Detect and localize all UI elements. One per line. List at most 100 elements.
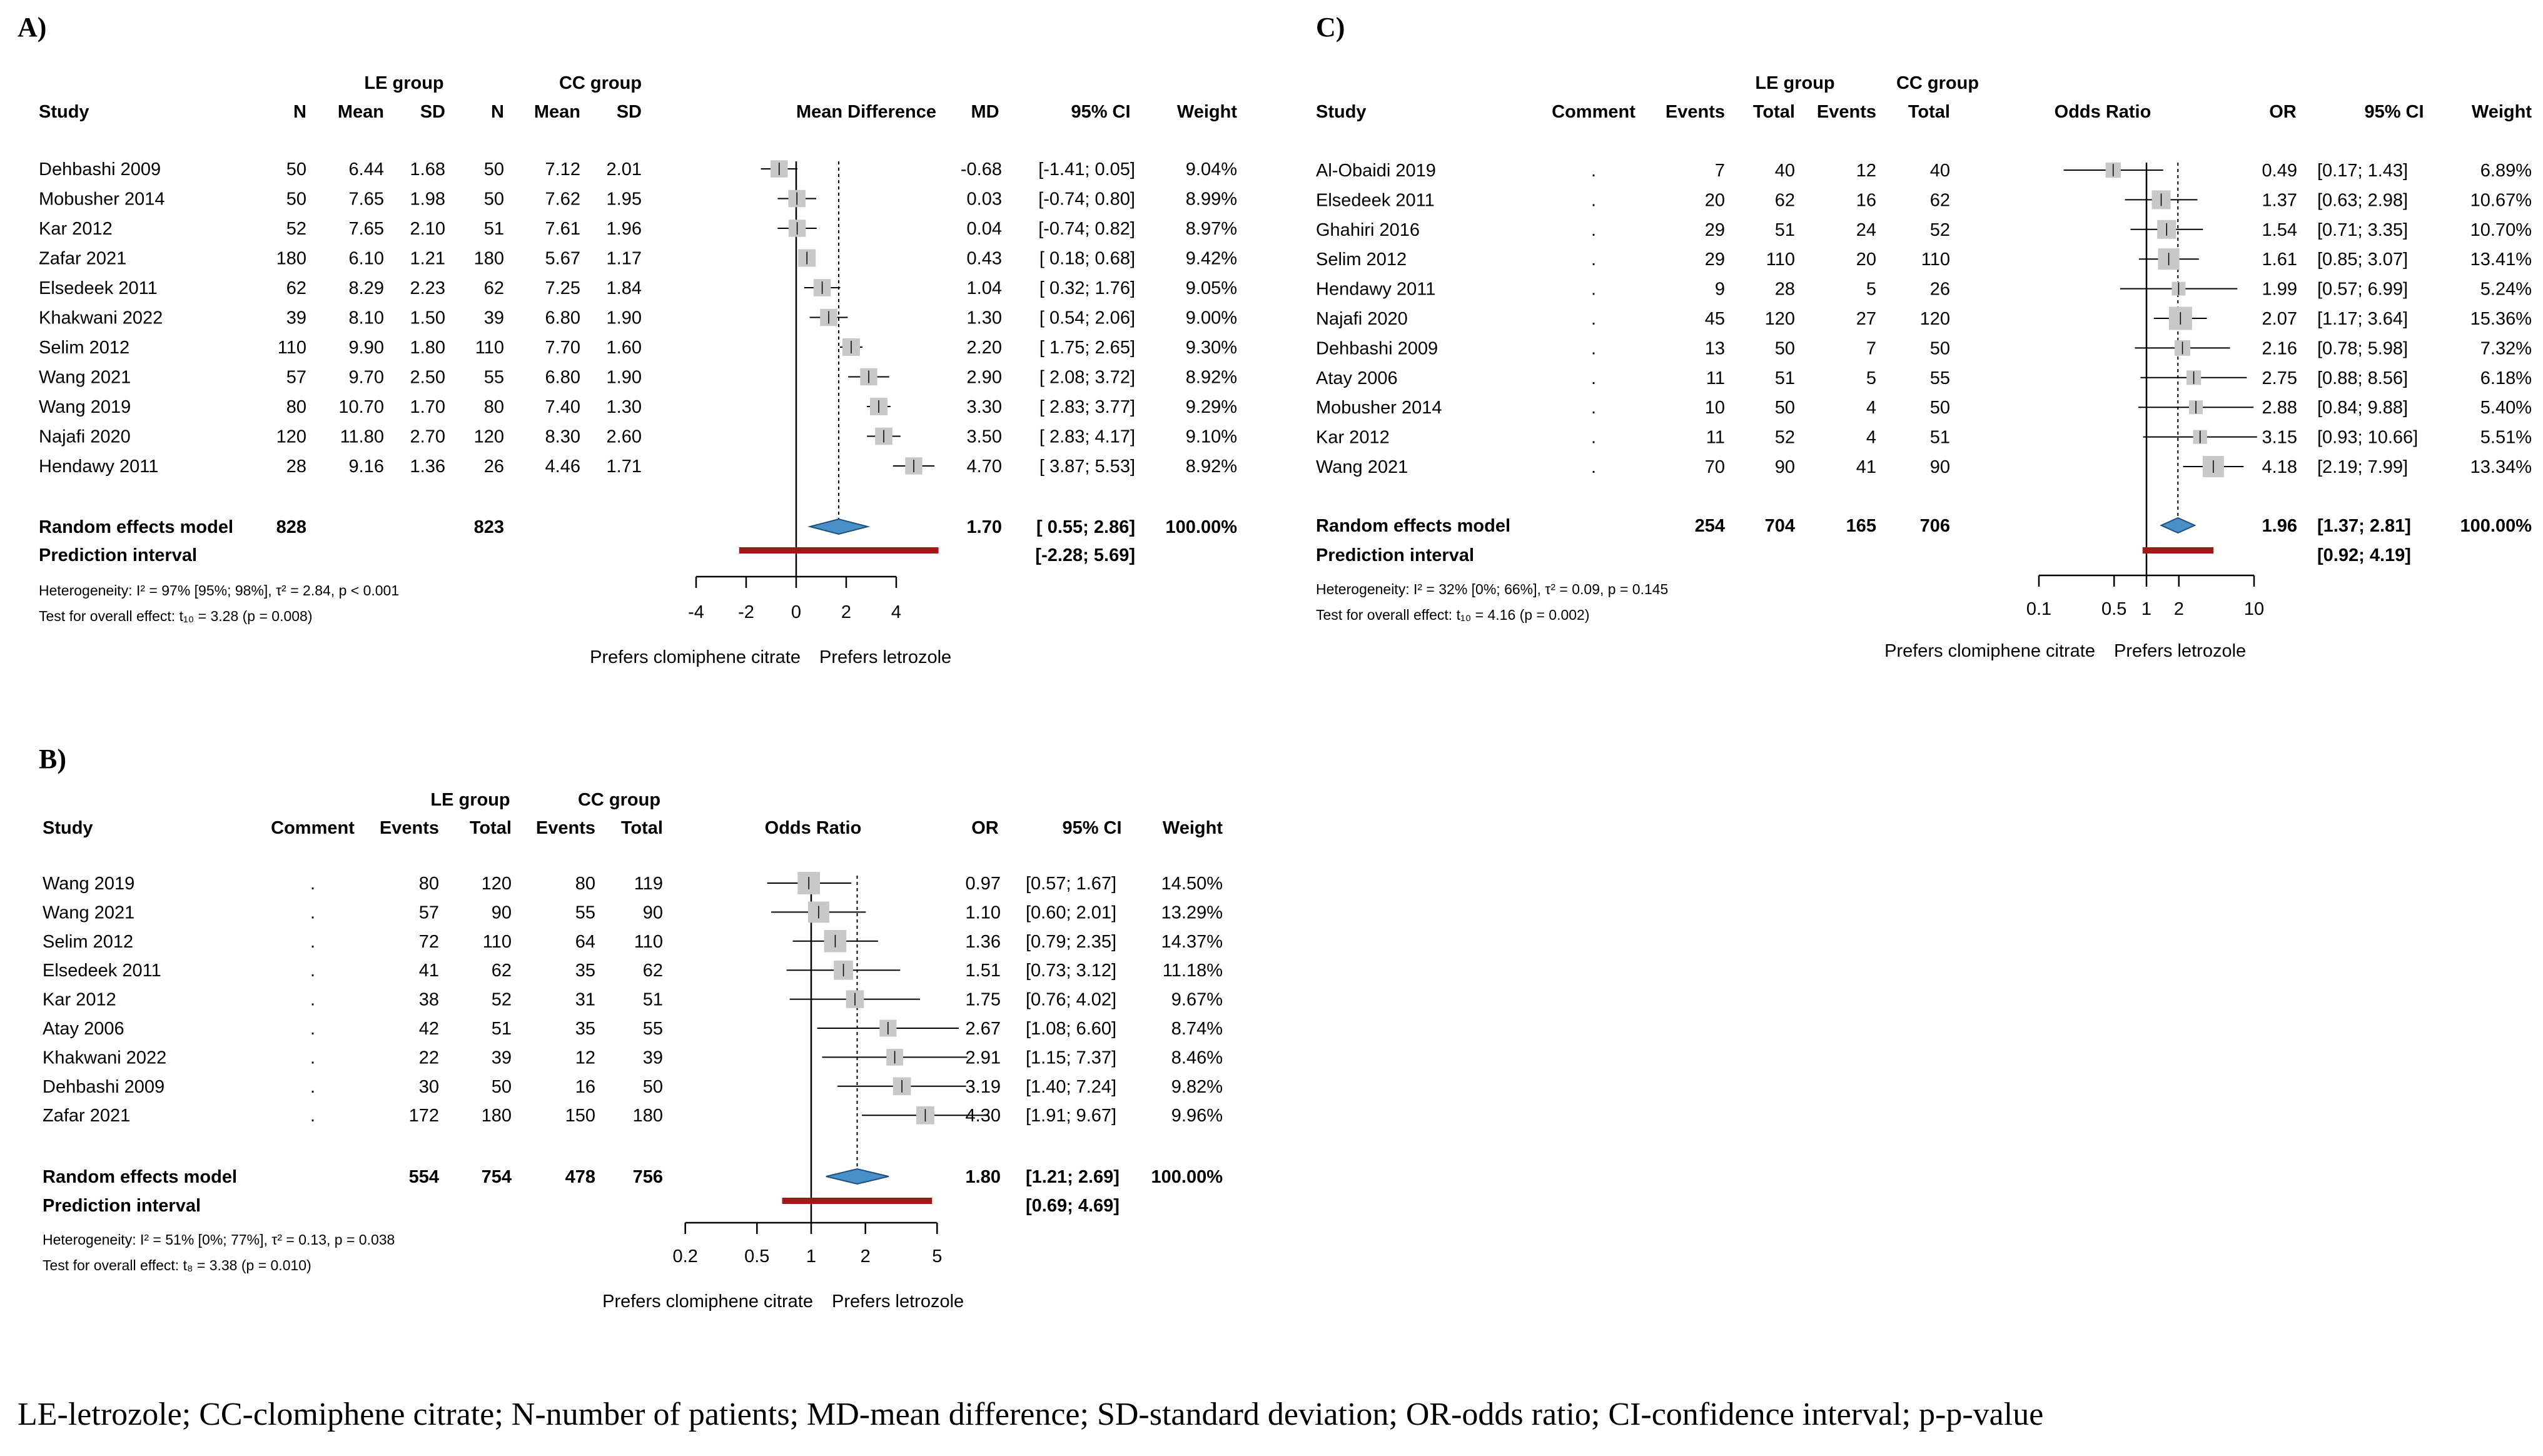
estimate-value: 3.15 xyxy=(2262,428,2297,448)
data-cell: 1.70 xyxy=(410,397,445,417)
data-cell: 41 xyxy=(419,961,439,981)
data-cell: 39 xyxy=(484,308,504,328)
data-cell: 35 xyxy=(575,1019,595,1039)
pooled-total: 754 xyxy=(482,1167,512,1187)
estimate-value: -0.68 xyxy=(961,159,1002,179)
estimate-value: 3.19 xyxy=(966,1077,1001,1097)
study-name: Najafi 2020 xyxy=(39,427,131,447)
data-cell: 1.50 xyxy=(410,308,445,328)
data-cell: 41 xyxy=(1856,457,1876,477)
data-cell: 1.90 xyxy=(607,308,642,328)
data-cell: 13 xyxy=(1705,338,1725,358)
data-cell: 90 xyxy=(492,902,512,923)
study-name: Wang 2019 xyxy=(43,874,134,894)
column-header: Study xyxy=(39,102,89,122)
data-cell: 2.70 xyxy=(410,427,445,447)
data-cell: . xyxy=(310,1077,315,1097)
data-cell: 1.36 xyxy=(410,457,445,477)
data-cell: . xyxy=(1591,190,1596,210)
estimate-value: 0.49 xyxy=(2262,161,2297,181)
ci-value: [0.73; 3.12] xyxy=(1026,961,1116,981)
column-header-estimate: OR xyxy=(971,818,999,838)
data-cell: 5 xyxy=(1866,280,1876,300)
data-cell: 9.16 xyxy=(349,457,384,477)
column-header-ci: 95% CI xyxy=(2364,102,2424,122)
data-cell: 26 xyxy=(484,457,504,477)
data-cell: 50 xyxy=(1930,398,1950,418)
forest-plot-a: A) LE group CC group Study N Mean SD N Mean SD Mea… xyxy=(0,0,1288,700)
column-header: Mean xyxy=(534,102,580,122)
data-cell: 39 xyxy=(286,308,306,328)
weight-value: 9.29% xyxy=(1186,397,1237,417)
data-cell: 29 xyxy=(1705,250,1725,270)
data-cell: 5 xyxy=(1866,368,1876,388)
study-name: Selim 2012 xyxy=(43,932,133,952)
pooled-label: Random effects model xyxy=(1316,516,1510,536)
estimate-value: 1.61 xyxy=(2262,250,2297,270)
overall-effect-text: Test for overall effect: t₁₀ = 4.16 (p =… xyxy=(1316,607,1590,623)
weight-value: 8.92% xyxy=(1186,457,1237,477)
weight-value: 5.40% xyxy=(2480,398,2532,418)
study-name: Zafar 2021 xyxy=(43,1106,130,1126)
data-cell: . xyxy=(1591,280,1596,300)
study-name: Wang 2021 xyxy=(43,902,134,923)
weight-value: 11.18% xyxy=(1163,961,1223,981)
pooled-total: 254 xyxy=(1695,516,1725,536)
data-cell: 38 xyxy=(419,990,439,1010)
estimate-value: 0.03 xyxy=(967,190,1002,210)
overall-effect-text: Test for overall effect: t₁₀ = 3.28 (p =… xyxy=(39,608,313,624)
data-cell: 4 xyxy=(1866,428,1876,448)
data-cell: 20 xyxy=(1856,250,1876,270)
column-header-estimate: OR xyxy=(2269,102,2297,122)
data-cell: 52 xyxy=(492,990,512,1010)
pooled-ci: [ 0.55; 2.86] xyxy=(1036,517,1135,537)
ci-value: [1.08; 6.60] xyxy=(1026,1019,1116,1039)
estimate-value: 3.50 xyxy=(967,427,1002,447)
weight-value: 9.67% xyxy=(1171,990,1223,1010)
estimate-value: 0.04 xyxy=(967,219,1002,239)
data-cell: 50 xyxy=(1775,398,1795,418)
tick-label: 10 xyxy=(2244,599,2264,619)
weight-value: 7.32% xyxy=(2480,338,2532,358)
column-header: Comment xyxy=(1552,102,1636,122)
ci-value: [ 1.75; 2.65] xyxy=(1039,338,1135,358)
column-header: N xyxy=(491,102,504,122)
data-cell: 1.30 xyxy=(607,397,642,417)
ci-value: [ 0.18; 0.68] xyxy=(1039,249,1135,269)
column-header-weight: Weight xyxy=(1177,102,1237,122)
footnote-abbreviations: LE-letrozole; CC-clomiphene citrate; N-n… xyxy=(18,1397,2044,1432)
column-header: Total xyxy=(470,818,512,838)
data-cell: 120 xyxy=(276,427,306,447)
data-cell: 7.61 xyxy=(545,219,580,239)
data-cell: 16 xyxy=(1856,190,1876,210)
pooled-total: 828 xyxy=(276,517,306,537)
data-cell: 8.30 xyxy=(545,427,580,447)
weight-value: 9.00% xyxy=(1186,308,1237,328)
prediction-ci: [0.69; 4.69] xyxy=(1026,1196,1120,1216)
pooled-total: 704 xyxy=(1765,516,1795,536)
data-cell: 1.71 xyxy=(607,457,642,477)
data-cell: 1.60 xyxy=(607,338,642,358)
favours-right-label: Prefers letrozole xyxy=(2114,641,2246,661)
estimate-value: 4.18 xyxy=(2262,457,2297,477)
ci-value: [0.17; 1.43] xyxy=(2317,161,2408,181)
pooled-ci: [1.21; 2.69] xyxy=(1026,1167,1120,1187)
ci-value: [ 2.83; 4.17] xyxy=(1039,427,1135,447)
tick-label: 1 xyxy=(2141,599,2151,619)
ci-value: [0.79; 2.35] xyxy=(1026,932,1116,952)
data-cell: 2.60 xyxy=(607,427,642,447)
weight-value: 10.70% xyxy=(2470,220,2532,240)
tick-label: 0.5 xyxy=(744,1246,769,1266)
data-cell: 57 xyxy=(419,902,439,923)
pooled-total: 756 xyxy=(633,1167,663,1187)
ci-value: [ 0.32; 1.76] xyxy=(1039,278,1135,298)
column-header-ci: 95% CI xyxy=(1071,102,1130,122)
data-cell: 110 xyxy=(483,932,512,952)
pooled-diamond xyxy=(2160,517,2197,534)
estimate-value: 1.37 xyxy=(2262,190,2297,210)
prediction-ci: [-2.28; 5.69] xyxy=(1035,545,1135,565)
study-name: Dehbashi 2009 xyxy=(1316,338,1438,358)
prediction-label: Prediction interval xyxy=(1316,545,1474,565)
estimate-value: 4.70 xyxy=(967,457,1002,477)
data-cell: 8.29 xyxy=(349,278,384,298)
